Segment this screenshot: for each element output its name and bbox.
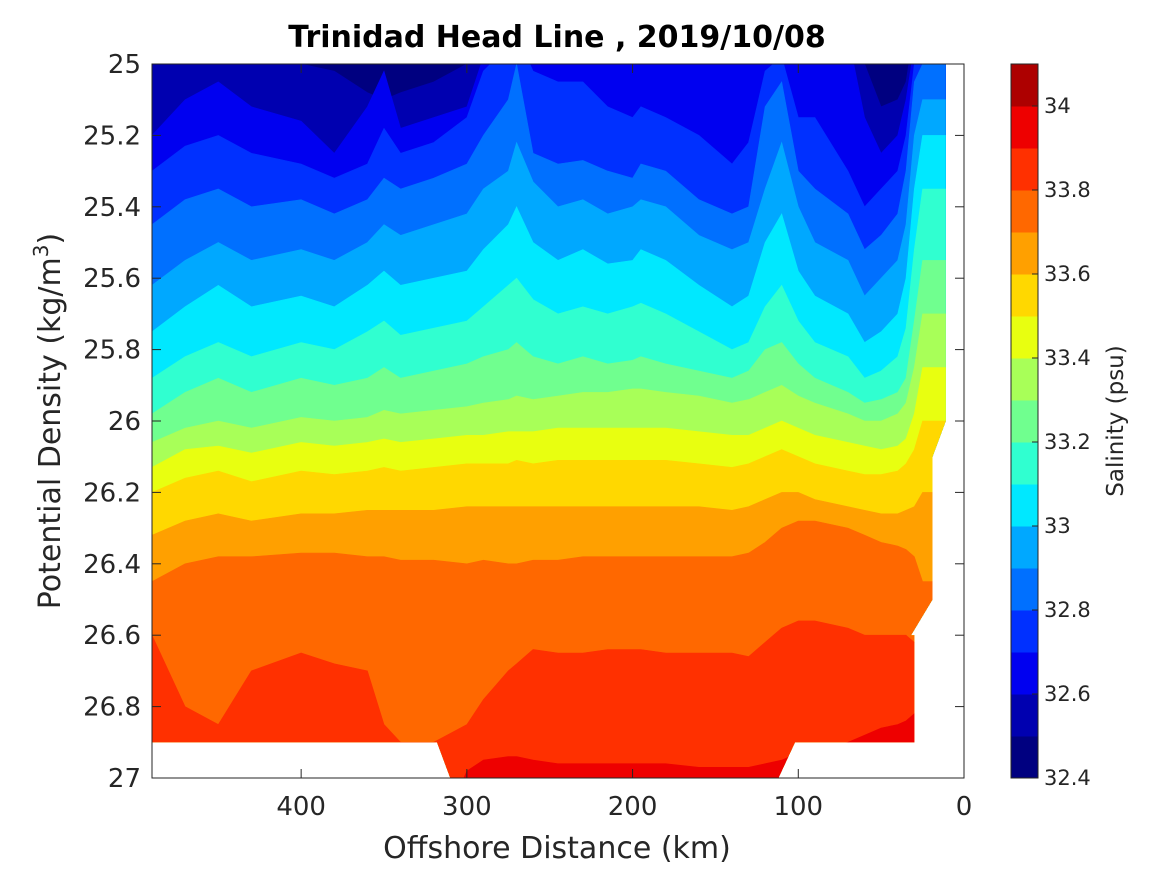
y-tick-label: 25.6: [83, 264, 141, 294]
salinity-contour-bands: [152, 64, 964, 778]
y-axis-label-superscript: 3: [29, 244, 53, 257]
y-tick-label: 25.8: [83, 336, 141, 366]
colorbar-segment: [1011, 232, 1038, 275]
x-tick-label: 300: [442, 792, 492, 822]
colorbar-segment: [1011, 610, 1038, 653]
y-axis-label-main: Potential Density (kg/m: [33, 257, 68, 609]
y-axis-label: Potential Density (kg/m3): [29, 233, 68, 609]
x-tick-label: 200: [608, 792, 658, 822]
x-axis-label: Offshore Distance (km): [383, 831, 731, 866]
colorbar-segment: [1011, 694, 1038, 737]
colorbar-tick-label: 33.2: [1044, 430, 1091, 454]
colorbar-tick-label: 32.4: [1044, 766, 1091, 790]
colorbar-label: Salinity (psu): [1103, 345, 1129, 497]
colorbar-tick-label: 32.6: [1044, 682, 1091, 706]
y-tick-label: 26.6: [83, 621, 141, 651]
colorbar-segment: [1011, 442, 1038, 485]
colorbar-segment: [1011, 274, 1038, 317]
y-tick-label: 26: [108, 407, 141, 437]
y-tick-label: 27: [108, 764, 141, 794]
y-tick-label: 26.4: [83, 550, 141, 580]
chart-title: Trinidad Head Line , 2019/10/08: [288, 20, 825, 55]
y-tick-label: 25: [108, 50, 141, 80]
colorbar-frame: [1010, 63, 1039, 779]
y-tick-label: 25.4: [83, 193, 141, 223]
colorbar-segment: [1011, 652, 1038, 695]
colorbar-segment: [1011, 316, 1038, 359]
colorbar-tick-label: 33.6: [1044, 262, 1091, 286]
colorbar-segment: [1011, 400, 1038, 443]
colorbar-segment: [1011, 148, 1038, 191]
x-tick-label: 100: [773, 792, 823, 822]
colorbar-segment: [1011, 526, 1038, 569]
contour-plot: [152, 64, 964, 778]
y-axis-label-close: ): [33, 233, 68, 245]
colorbar-tick-label: 33: [1044, 514, 1071, 538]
colorbar-segment: [1011, 358, 1038, 401]
y-tick-label: 25.2: [83, 121, 141, 151]
y-tick-label: 26.8: [83, 693, 141, 723]
colorbar-tick-label: 33.8: [1044, 178, 1091, 202]
colorbar-segment: [1011, 106, 1038, 149]
x-tick-label: 400: [276, 792, 326, 822]
x-tick-label: 0: [956, 792, 973, 822]
colorbar-segment: [1011, 64, 1038, 107]
colorbar-segment: [1011, 736, 1038, 779]
colorbar: 32.4 32.6 32.8 33 33.2 33.4 33.6 33.8 34: [1010, 63, 1091, 790]
colorbar-tick-label: 33.4: [1044, 346, 1091, 370]
y-axis-ticks: 25 25.2 25.4 25.6 25.8 26 26.2 26.4 26.6 26.8 27: [83, 50, 964, 794]
contour-band-S_34.1: [152, 706, 964, 778]
colorbar-tick-label: 34: [1044, 94, 1071, 118]
colorbar-segment: [1011, 190, 1038, 233]
colorbar-segment: [1011, 484, 1038, 527]
colorbar-tick-label: 32.8: [1044, 598, 1091, 622]
x-axis-ticks: 400 300 200 100 0: [276, 64, 972, 822]
y-tick-label: 26.2: [83, 478, 141, 508]
colorbar-segment: [1011, 568, 1038, 611]
